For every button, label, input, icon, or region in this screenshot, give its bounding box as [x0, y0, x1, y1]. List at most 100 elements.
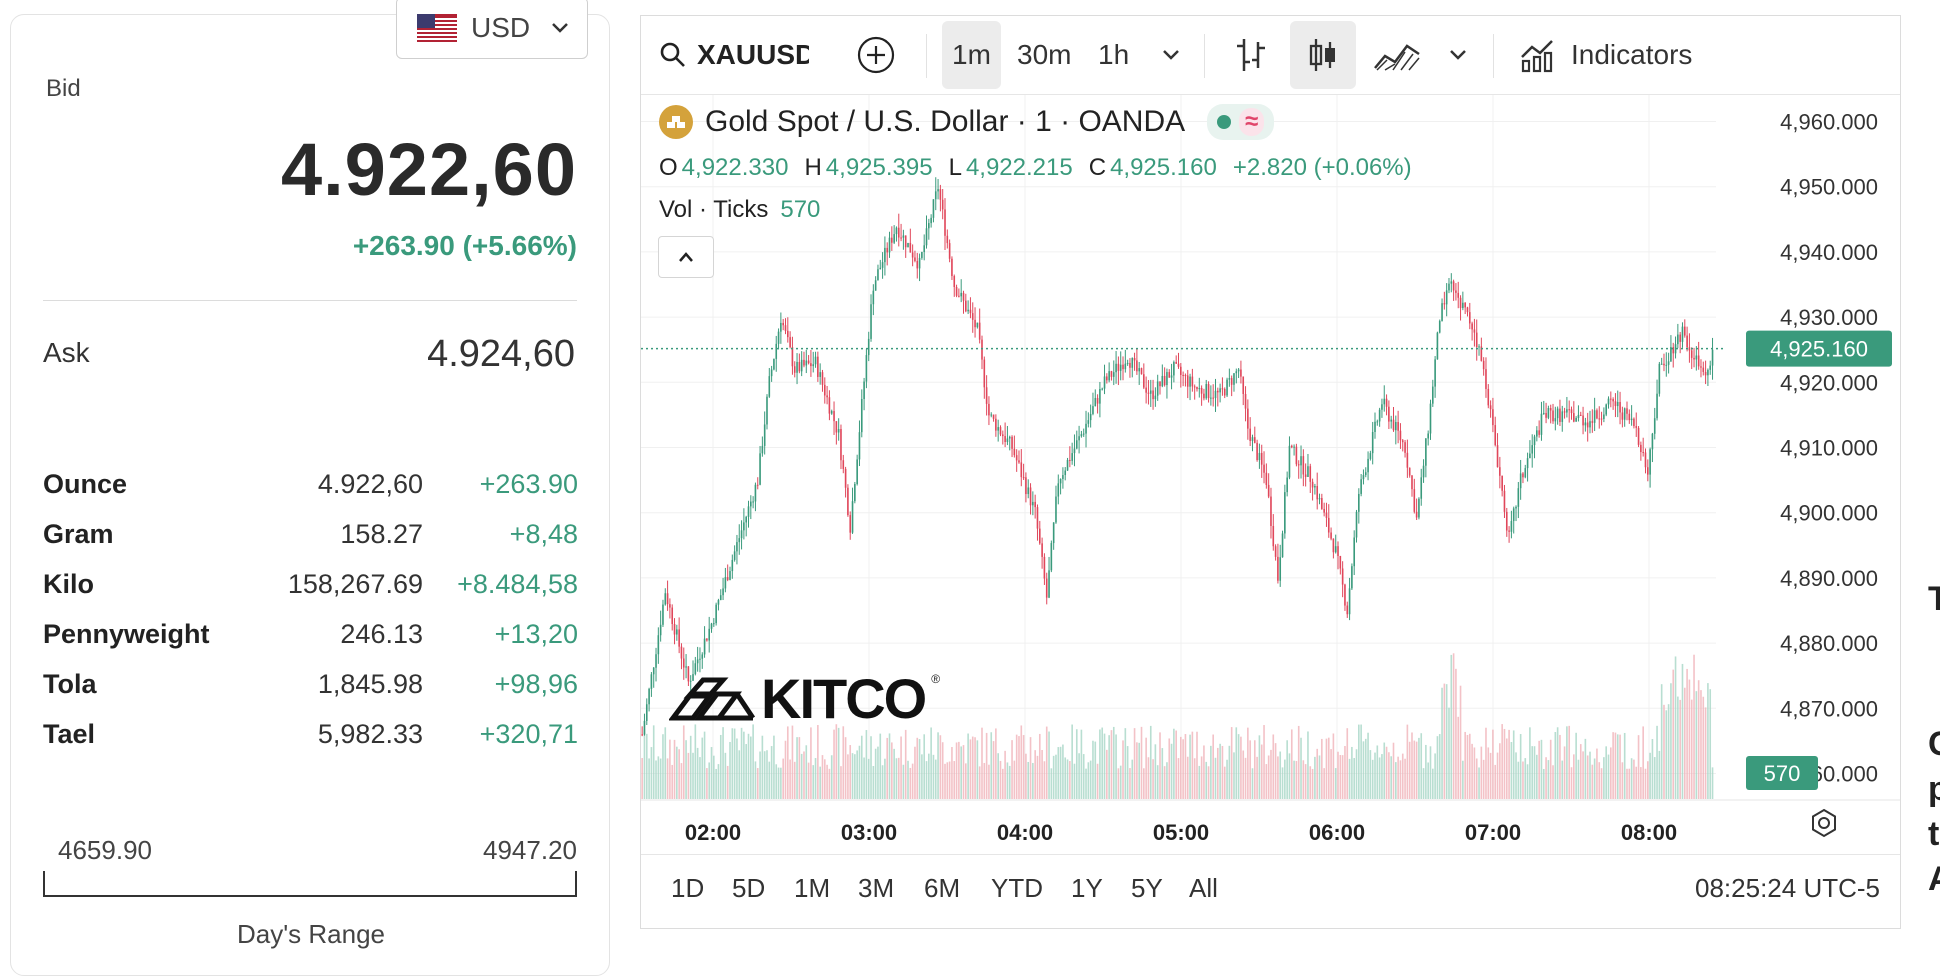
candle-body [1695, 355, 1698, 360]
currency-selector[interactable]: USD [396, 0, 588, 59]
range-1m-button[interactable]: 1M [794, 873, 831, 903]
range-5d-button[interactable]: 5D [732, 873, 766, 903]
volume-bar [1272, 734, 1275, 799]
candle-body [840, 429, 842, 461]
candle-body [1140, 368, 1143, 375]
interval-dropdown[interactable] [1151, 38, 1191, 72]
range-3m-button[interactable]: 3M [858, 873, 895, 903]
candle-body [863, 381, 865, 400]
volume-bar [851, 753, 854, 799]
volume-bar [1628, 768, 1631, 799]
candle-body [1309, 466, 1312, 482]
volume-tag [1746, 756, 1818, 790]
volume-bar [916, 737, 919, 799]
bar-chart-type-button[interactable] [1218, 21, 1284, 89]
volume-bar [881, 765, 884, 799]
interval-1m[interactable]: 1m [942, 21, 1001, 89]
candle-body [1288, 445, 1291, 478]
volume-bar [1441, 687, 1443, 799]
candle-body [1494, 425, 1497, 446]
candle-body [1457, 292, 1460, 298]
volume-bar [1332, 733, 1335, 799]
volume-bar [1186, 756, 1189, 799]
candle-body [900, 237, 902, 239]
volume-bar [1122, 740, 1124, 799]
candle-body [895, 227, 898, 235]
interval-1h[interactable]: 1h [1098, 39, 1130, 70]
low-value: 4,922.215 [965, 154, 1073, 181]
candle-body [1519, 473, 1522, 489]
volume-bar [1603, 757, 1605, 799]
volume-bar [1048, 731, 1050, 799]
range-6m-button[interactable]: 6M [924, 873, 961, 903]
candle-body [685, 666, 687, 668]
volume-bar [650, 747, 653, 799]
range-5y-button[interactable]: 5Y [1131, 873, 1163, 903]
candle-body [1082, 433, 1085, 435]
volume-bar [1020, 725, 1023, 799]
candle-body [699, 658, 701, 660]
candles-chart-type-button[interactable] [1290, 21, 1356, 89]
volume-bar [676, 746, 678, 799]
volume-bar [1556, 727, 1559, 799]
candle-body [992, 414, 995, 419]
price-chart[interactable]: 4,960.000 4,950.000 4,940.000 4,930.000 4,92… [641, 95, 1900, 854]
volume-bar [1027, 761, 1030, 799]
volume-bar [726, 765, 729, 799]
range-1d-button[interactable]: 1D [671, 873, 705, 903]
collapse-legend-button[interactable] [658, 236, 714, 278]
volume-bar [1540, 739, 1543, 799]
candle-body [1027, 487, 1030, 495]
volume-bar [1598, 762, 1601, 799]
volume-bar [1660, 684, 1663, 799]
volume-bar [1531, 746, 1534, 799]
candle-body [1110, 371, 1113, 377]
volume-bar [1237, 734, 1240, 799]
candle-body [1073, 448, 1076, 454]
candle-body [1596, 410, 1598, 419]
volume-bar [1062, 744, 1064, 799]
candle-body [1344, 584, 1346, 606]
volume-bar [817, 725, 819, 799]
price-axis-label: 4,900.000 [1780, 501, 1878, 526]
symbol-search[interactable]: XAUUSD [659, 32, 809, 78]
range-ytd-button[interactable]: YTD [991, 873, 1043, 903]
volume-bar [789, 759, 791, 799]
volume-bar [1468, 733, 1471, 799]
candle-body [819, 372, 821, 377]
chevron-down-icon [1163, 50, 1179, 60]
candle-body [1656, 393, 1658, 419]
area-chart-type-button[interactable] [1364, 21, 1430, 89]
candle-body [1029, 487, 1032, 506]
market-status-badge[interactable]: ≈ [1207, 104, 1275, 140]
gear-icon [1812, 808, 1836, 838]
time-range-bar: 1D 5D 1M 3M 6M YTD 1Y 5Y All 08:25:24 UT… [641, 854, 1900, 928]
compare-symbol-button[interactable] [855, 34, 897, 76]
volume-bar [1129, 768, 1131, 799]
volume-bar [928, 753, 930, 799]
candle-body [1385, 398, 1388, 407]
indicators-button[interactable]: Indicators [1519, 21, 1692, 89]
volume-bar [706, 768, 708, 799]
interval-30m[interactable]: 30m [1017, 39, 1072, 70]
volume-bar [1094, 741, 1097, 799]
candle-body [1318, 498, 1321, 500]
bid-value: 4.922,60 [280, 128, 577, 211]
volume-bar [1455, 668, 1457, 799]
volume-bar [992, 741, 995, 799]
chart-clock[interactable]: 08:25:24 UTC-5 [1695, 873, 1880, 903]
volume-bar [988, 764, 990, 799]
range-all-button[interactable]: All [1189, 873, 1218, 903]
volume-bar [1300, 737, 1302, 799]
volume-bar [1519, 734, 1522, 799]
volume-bar [1108, 735, 1110, 799]
candle-body [1043, 556, 1046, 579]
candlesticks [641, 177, 1714, 737]
chart-type-dropdown[interactable] [1438, 38, 1478, 72]
volume-bar [1397, 756, 1399, 799]
volume-bar [643, 729, 646, 799]
range-1y-button[interactable]: 1Y [1071, 873, 1103, 903]
chart-settings-button[interactable] [1809, 808, 1839, 843]
candle-body [1355, 511, 1358, 538]
candle-body [1697, 355, 1700, 367]
